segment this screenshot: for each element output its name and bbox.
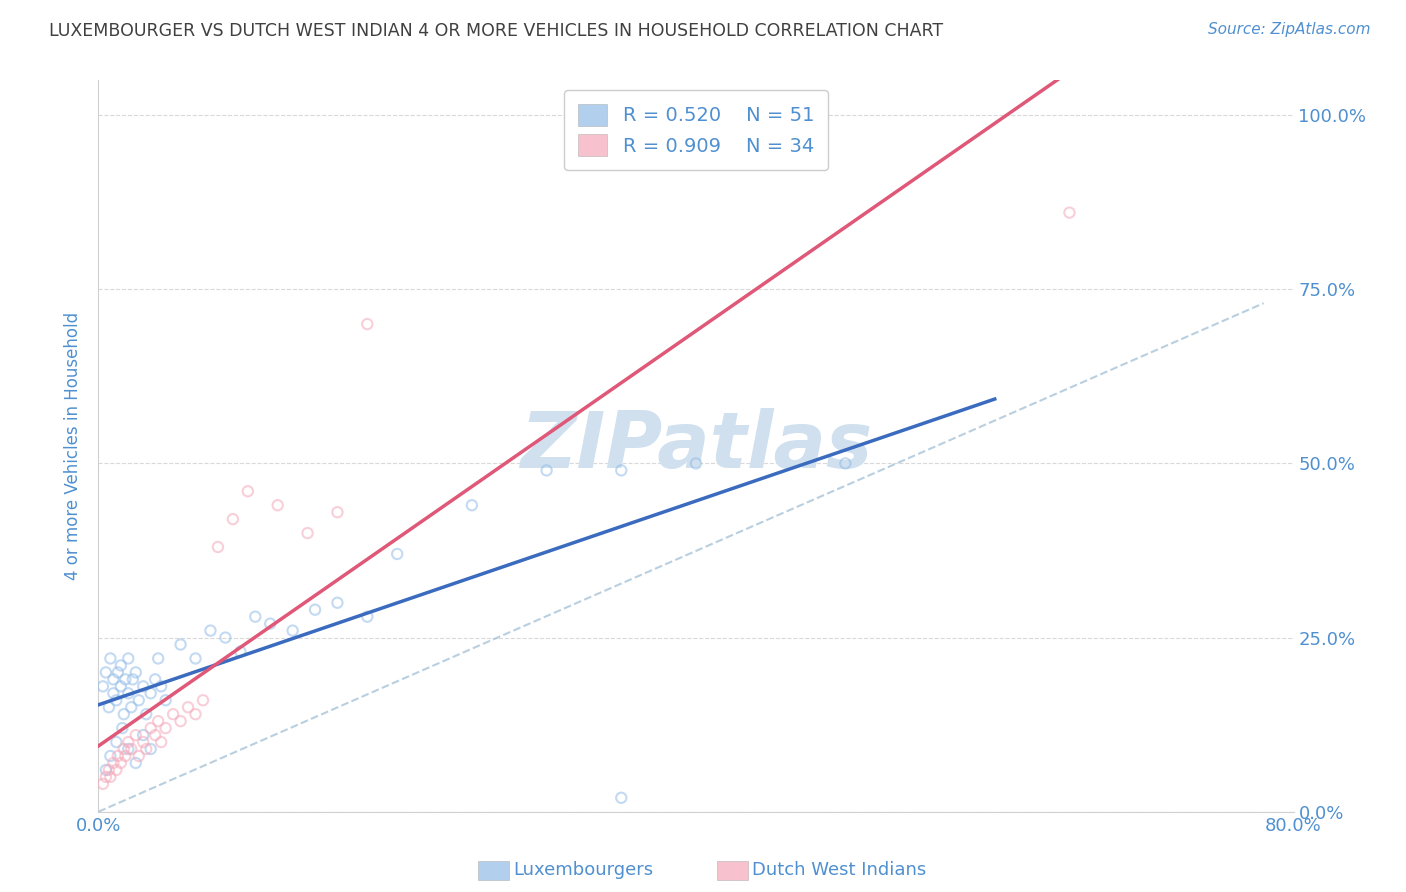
Point <box>121 673 143 687</box>
Point <box>143 728 166 742</box>
Point <box>267 498 290 512</box>
Point <box>356 317 378 331</box>
Point <box>91 679 114 693</box>
Point <box>114 749 136 764</box>
Point <box>685 457 707 471</box>
Point <box>297 526 319 541</box>
Point <box>834 457 856 471</box>
Point <box>135 742 157 756</box>
Point <box>139 721 162 735</box>
Point <box>356 609 378 624</box>
Point <box>97 700 120 714</box>
Point <box>112 707 135 722</box>
Point <box>132 728 155 742</box>
Point <box>103 673 125 687</box>
Point <box>135 707 157 722</box>
Point <box>214 631 236 645</box>
Point <box>114 673 136 687</box>
Point <box>207 540 229 554</box>
Point <box>385 547 409 561</box>
Point <box>143 673 166 687</box>
Point <box>222 512 245 526</box>
Point <box>139 742 162 756</box>
Point <box>105 735 128 749</box>
Point <box>148 714 170 728</box>
Point <box>98 770 122 784</box>
Point <box>112 742 135 756</box>
Point <box>155 721 177 735</box>
Point <box>94 763 117 777</box>
Point <box>150 679 173 693</box>
Point <box>125 728 148 742</box>
Point <box>184 707 207 722</box>
Point <box>110 679 132 693</box>
Point <box>326 596 349 610</box>
Text: Luxembourgers: Luxembourgers <box>513 861 654 879</box>
Point <box>184 651 207 665</box>
Point <box>125 756 148 770</box>
Point <box>191 693 214 707</box>
Point <box>94 665 117 680</box>
Point <box>98 749 122 764</box>
Point <box>229 644 252 658</box>
Point <box>148 651 170 665</box>
Point <box>610 790 633 805</box>
Point <box>111 721 134 735</box>
Point <box>155 693 177 707</box>
Legend: R = 0.520    N = 51, R = 0.909    N = 34: R = 0.520 N = 51, R = 0.909 N = 34 <box>564 90 828 169</box>
Point <box>105 693 128 707</box>
Point <box>117 651 139 665</box>
Point <box>162 707 184 722</box>
Point <box>169 714 191 728</box>
Point <box>128 749 150 764</box>
Y-axis label: 4 or more Vehicles in Household: 4 or more Vehicles in Household <box>65 312 83 580</box>
Point <box>245 609 267 624</box>
Point <box>461 498 484 512</box>
Text: Dutch West Indians: Dutch West Indians <box>752 861 927 879</box>
Point <box>139 686 162 700</box>
Point <box>110 756 132 770</box>
Point <box>103 686 125 700</box>
Text: LUXEMBOURGER VS DUTCH WEST INDIAN 4 OR MORE VEHICLES IN HOUSEHOLD CORRELATION CH: LUXEMBOURGER VS DUTCH WEST INDIAN 4 OR M… <box>49 22 943 40</box>
Point <box>110 658 132 673</box>
Point <box>132 679 155 693</box>
Point <box>169 638 191 652</box>
Point <box>103 756 125 770</box>
Text: Source: ZipAtlas.com: Source: ZipAtlas.com <box>1208 22 1371 37</box>
Point <box>128 693 150 707</box>
Point <box>97 763 120 777</box>
Point <box>177 700 200 714</box>
Point <box>91 777 114 791</box>
Point <box>132 735 155 749</box>
Point <box>105 763 128 777</box>
Point <box>200 624 222 638</box>
Point <box>610 463 633 477</box>
Point <box>117 686 139 700</box>
Point <box>536 463 558 477</box>
Point <box>326 505 349 519</box>
Point <box>107 665 129 680</box>
Point <box>94 770 117 784</box>
Point <box>259 616 281 631</box>
Point <box>120 700 142 714</box>
Text: ZIPatlas: ZIPatlas <box>520 408 872 484</box>
Point <box>125 665 148 680</box>
Point <box>98 651 122 665</box>
Point <box>1059 205 1081 219</box>
Point <box>236 484 259 499</box>
Point <box>117 742 139 756</box>
Point <box>107 749 129 764</box>
Point <box>117 735 139 749</box>
Point <box>150 735 173 749</box>
Point <box>304 603 326 617</box>
Point <box>120 742 142 756</box>
Point <box>281 624 304 638</box>
